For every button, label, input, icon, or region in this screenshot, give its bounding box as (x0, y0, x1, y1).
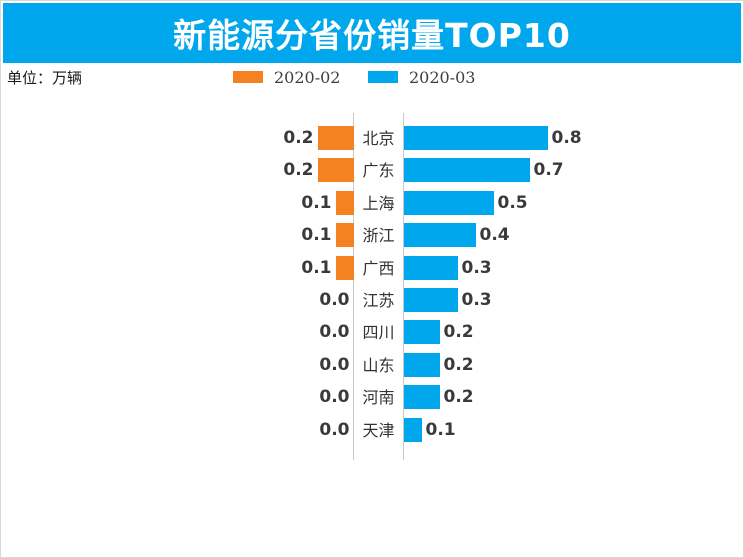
value-label-right: 0.5 (497, 192, 528, 213)
bar-2020-03 (404, 126, 548, 150)
bar-2020-02 (317, 126, 354, 150)
value-label-left: 0.1 (301, 257, 332, 278)
category-label: 山东 (362, 355, 395, 375)
bar-2020-02 (335, 255, 354, 280)
bar-2020-03 (404, 158, 530, 183)
value-label-left: 0.0 (319, 290, 350, 310)
legend-swatch-2020-02 (233, 71, 263, 83)
legend-swatch-2020-03 (368, 71, 398, 83)
axis-line-right (403, 113, 404, 460)
legend-item-2020-03: 2020-03 (368, 67, 476, 87)
category-label: 上海 (362, 193, 395, 213)
value-label-right: 0.8 (551, 128, 582, 148)
title-banner: 新能源分省份销量TOP10 (3, 3, 741, 63)
value-label-left: 0.2 (283, 160, 314, 181)
bar-2020-03 (404, 190, 494, 215)
bar-2020-03 (404, 288, 458, 312)
value-label-right: 0.4 (479, 225, 510, 246)
bar-2020-03 (404, 385, 440, 410)
value-label-left: 0.0 (319, 387, 350, 408)
axis-line-left (353, 113, 354, 460)
unit-label: 单位：万辆 (7, 69, 83, 87)
bar-2020-02 (317, 158, 354, 183)
legend-label-2020-03: 2020-03 (409, 67, 476, 87)
value-label-left: 0.0 (319, 419, 350, 440)
value-label-left: 0.1 (301, 192, 332, 213)
value-label-right: 0.2 (443, 322, 474, 343)
bar-2020-02 (335, 223, 354, 248)
bar-2020-03 (404, 417, 422, 442)
category-label: 天津 (362, 420, 395, 440)
legend-item-2020-02: 2020-02 (233, 67, 341, 87)
value-label-left: 0.0 (319, 322, 350, 343)
value-label-left: 0.0 (319, 354, 350, 375)
value-label-right: 0.3 (461, 290, 492, 310)
category-label: 四川 (362, 323, 395, 343)
value-label-right: 0.7 (533, 160, 564, 181)
category-label: 广东 (362, 161, 395, 181)
value-label-right: 0.2 (443, 354, 474, 375)
bar-2020-03 (404, 255, 458, 280)
value-label-left: 0.2 (283, 128, 314, 148)
bar-2020-03 (404, 320, 440, 345)
page-title: 新能源分省份销量TOP10 (173, 16, 571, 55)
category-label: 广西 (362, 258, 395, 278)
bar-2020-02 (335, 190, 354, 215)
category-label: 江苏 (362, 291, 395, 310)
value-label-right: 0.1 (425, 419, 456, 440)
value-label-right: 0.3 (461, 257, 492, 278)
value-label-left: 0.1 (301, 225, 332, 246)
category-label: 北京 (362, 129, 395, 148)
bar-2020-03 (404, 352, 440, 377)
category-label: 河南 (362, 388, 395, 408)
category-label: 浙江 (362, 226, 395, 246)
legend-label-2020-02: 2020-02 (274, 67, 341, 87)
value-label-right: 0.2 (443, 387, 474, 408)
bar-2020-03 (404, 223, 476, 248)
